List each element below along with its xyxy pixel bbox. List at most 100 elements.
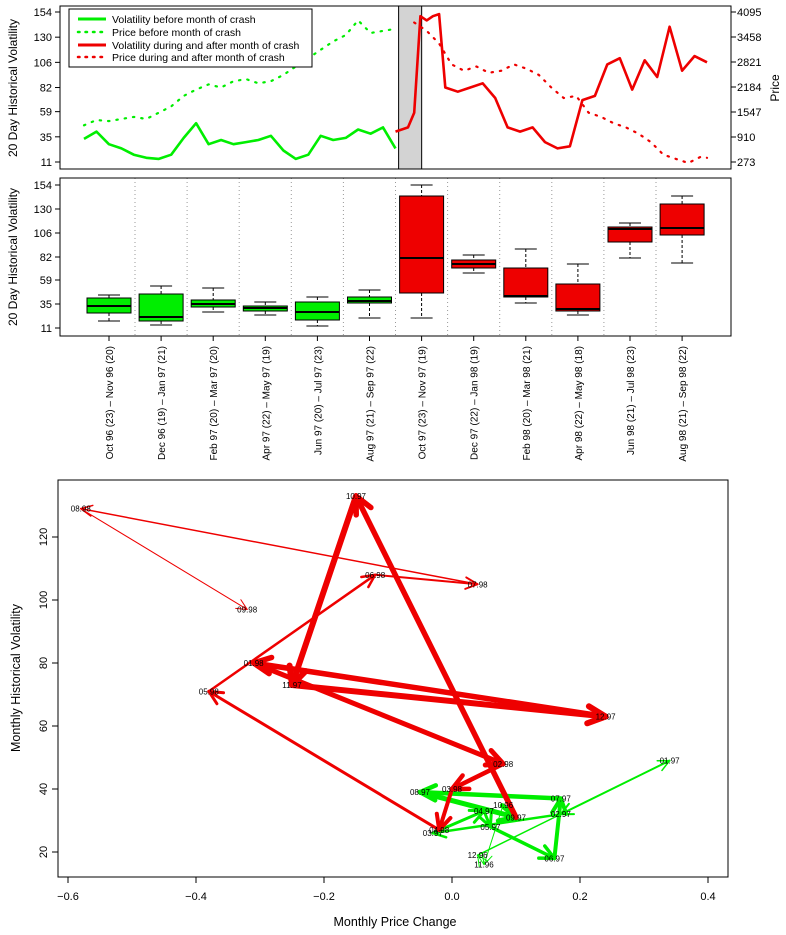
price-after-dots <box>413 21 709 165</box>
price-before-dots <box>82 19 397 127</box>
middle-category-label: Jun 98 (21) – Jul 98 (23) <box>626 346 637 455</box>
point-label: 06.98 <box>365 571 386 580</box>
middle-ytick-label: 35 <box>40 299 52 311</box>
bottom-y-axis: 20 40 60 80 100 120 <box>38 528 58 858</box>
top-right-ytick-label: 4095 <box>737 7 761 19</box>
top-right-ytick-label: 2821 <box>737 57 761 69</box>
point-label: 01.97 <box>660 757 681 766</box>
middle-ylabel: 20 Day Historical Volatility <box>6 188 20 326</box>
bottom-x-axis: −0.6 −0.4 −0.2 0.0 0.2 0.4 <box>57 877 716 903</box>
middle-panel: 11 35 59 82 106 130 154 20 Day Historical Vola… <box>6 177 732 462</box>
point-label: 06.97 <box>544 854 565 863</box>
point-label: 02.98 <box>493 760 514 769</box>
bottom-ylabel: Monthly Historical Volatility <box>9 603 23 752</box>
arrow-shaft <box>417 789 564 801</box>
bottom-arrows <box>80 493 671 868</box>
top-series-lines <box>82 12 709 165</box>
top-ytick-label: 130 <box>34 32 52 44</box>
arrow-10.97-to-11.97 <box>286 493 359 689</box>
volatility-before-line <box>83 121 397 161</box>
point-label: 08.97 <box>410 788 431 797</box>
arrow-head <box>235 599 248 610</box>
middle-category-label: Aug 97 (21) – Sep 97 (22) <box>366 346 377 462</box>
bottom-ytick-label: 120 <box>38 528 50 546</box>
legend-box <box>68 8 313 68</box>
bottom-ytick-label: 20 <box>38 846 50 858</box>
top-right-ytick-label: 910 <box>737 132 755 144</box>
point-label: 03.97 <box>423 829 444 838</box>
bottom-xtick-label: −0.4 <box>185 891 207 903</box>
point-label: 11.96 <box>474 861 494 870</box>
point-label: 04.97 <box>474 807 495 816</box>
middle-category-label: Oct 97 (23) – Nov 97 (19) <box>418 346 429 459</box>
top-right-ytick-label: 1547 <box>737 107 761 119</box>
point-label: 07.98 <box>468 580 489 589</box>
top-ytick-label: 59 <box>40 107 52 119</box>
box-12 <box>659 195 705 264</box>
middle-category-labels: Oct 96 (23) – Nov 96 (20) Dec 96 (19) – J… <box>105 336 689 462</box>
bottom-xtick-label: −0.6 <box>57 891 79 903</box>
box-6 <box>347 289 392 319</box>
bottom-ytick-label: 80 <box>38 657 50 669</box>
top-ytick-label: 82 <box>40 83 52 95</box>
arrow-shaft <box>80 508 248 610</box>
arrow-shaft <box>488 825 557 861</box>
box-2 <box>138 285 184 326</box>
arrow-shaft <box>207 573 377 693</box>
arrow-shaft <box>250 660 609 720</box>
box-7 <box>399 184 445 319</box>
middle-category-label: Dec 96 (19) – Jan 97 (21) <box>157 346 168 460</box>
box-1 <box>86 294 132 322</box>
top-right-axis-ticks: 273 910 1547 2184 2821 3458 4095 <box>731 7 761 169</box>
point-label: 09.97 <box>506 813 527 822</box>
point-label: 04.98 <box>429 826 450 835</box>
middle-ytick-label: 59 <box>40 275 52 287</box>
volatility-after-line <box>395 12 708 150</box>
arrow-shaft <box>477 854 485 866</box>
arrow-shaft <box>207 689 441 832</box>
top-ytick-label: 11 <box>41 157 52 169</box>
top-right-ytick-label: 273 <box>737 157 755 169</box>
middle-axis-ticks: 11 35 59 82 106 130 154 <box>34 180 60 335</box>
arrow-shaft <box>449 761 506 792</box>
top-ytick-label: 106 <box>34 57 52 69</box>
bottom-ytick-label: 60 <box>38 720 50 732</box>
legend-label-volatility-after: Volatility during and after month of cra… <box>112 40 300 52</box>
top-ytick-label: 35 <box>40 132 52 144</box>
bottom-xtick-label: −0.2 <box>313 891 335 903</box>
top-right-ytick-label: 3458 <box>737 32 761 44</box>
bottom-plot-frame <box>57 479 729 878</box>
bottom-xlabel: Monthly Price Change <box>334 915 457 929</box>
middle-ytick-label: 106 <box>34 228 52 240</box>
point-label: 05.97 <box>480 823 501 832</box>
point-label: 02.97 <box>551 810 572 819</box>
arrow-shaft <box>552 796 563 861</box>
middle-plot-frame <box>59 177 732 337</box>
arrow-shaft <box>374 573 479 586</box>
legend-label-price-after: Price during and after month of crash <box>112 52 285 64</box>
middle-category-label: Apr 97 (22) – May 97 (19) <box>261 346 272 461</box>
top-plot-frame <box>59 5 732 170</box>
point-label: 12.96 <box>468 851 489 860</box>
point-label: 01.98 <box>244 659 265 668</box>
arrow-shaft <box>417 789 519 820</box>
box-4 <box>242 301 288 316</box>
point-label: 09.98 <box>237 605 258 614</box>
box-body <box>555 283 601 312</box>
arrow-06.97-to-07.97 <box>550 796 569 861</box>
middle-category-label: Jun 97 (20) – Jul 97 (23) <box>313 346 324 455</box>
middle-category-label: Apr 98 (22) – May 98 (18) <box>574 346 585 461</box>
middle-category-label: Feb 98 (20) – Mar 98 (21) <box>522 346 533 461</box>
arrow-shaft <box>431 812 563 835</box>
arrow-shaft <box>559 759 671 816</box>
point-label: 03.98 <box>442 785 463 794</box>
middle-category-label: Feb 97 (20) – Mar 97 (20) <box>209 346 220 461</box>
box-body <box>503 267 549 298</box>
arrow-shaft <box>251 660 506 767</box>
top-ytick-label: 154 <box>34 7 52 19</box>
bottom-ytick-label: 40 <box>38 783 50 795</box>
top-left-axis-ticks: 11 35 59 82 106 130 154 <box>34 7 60 169</box>
point-label: 10.96 <box>493 801 514 810</box>
